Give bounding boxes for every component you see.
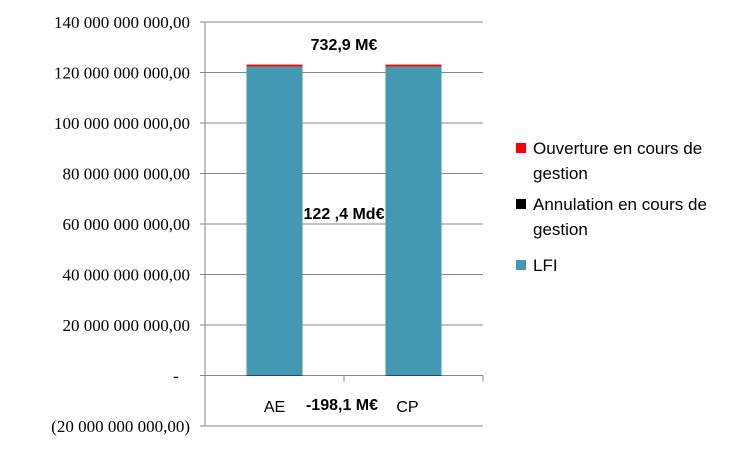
y-tick-label: 140 000 000 000,00 [54,13,190,32]
bar-annulation-en-cours-de-gestion-cp [385,375,442,377]
legend-swatch [516,143,526,153]
y-tick-label: 80 000 000 000,00 [63,165,191,184]
legend-label: gestion [533,220,588,239]
x-tick-label: AE [264,399,285,416]
bar-ouverture-en-cours-de-gestion-ae [246,64,303,67]
y-tick-label: 40 000 000 000,00 [63,266,191,285]
data-label: 732,9 M€ [311,37,378,54]
legend-label: LFI [533,256,558,275]
legend-label: gestion [533,164,588,183]
y-tick-label: - [173,367,179,386]
legend-label: Annulation en cours de [533,195,707,214]
y-tick-label: 100 000 000 000,00 [54,114,190,133]
legend-swatch [516,199,526,209]
bar-annulation-en-cours-de-gestion-ae [246,375,303,377]
bar-lfi-cp [385,66,442,376]
bar-ouverture-en-cours-de-gestion-cp [385,64,442,67]
bar-lfi-ae [246,66,303,376]
data-label: -198,1 M€ [306,397,378,414]
legend-swatch [516,260,526,270]
y-tick-label: 120 000 000 000,00 [54,64,190,83]
x-tick-label: CP [396,399,418,416]
data-label: 122 ,4 Md€ [304,206,385,223]
y-tick-label: 60 000 000 000,00 [63,215,191,234]
y-tick-label: (20 000 000 000,00) [51,417,190,436]
y-tick-label: 20 000 000 000,00 [63,316,191,335]
legend-label: Ouverture en cours de [533,139,702,158]
